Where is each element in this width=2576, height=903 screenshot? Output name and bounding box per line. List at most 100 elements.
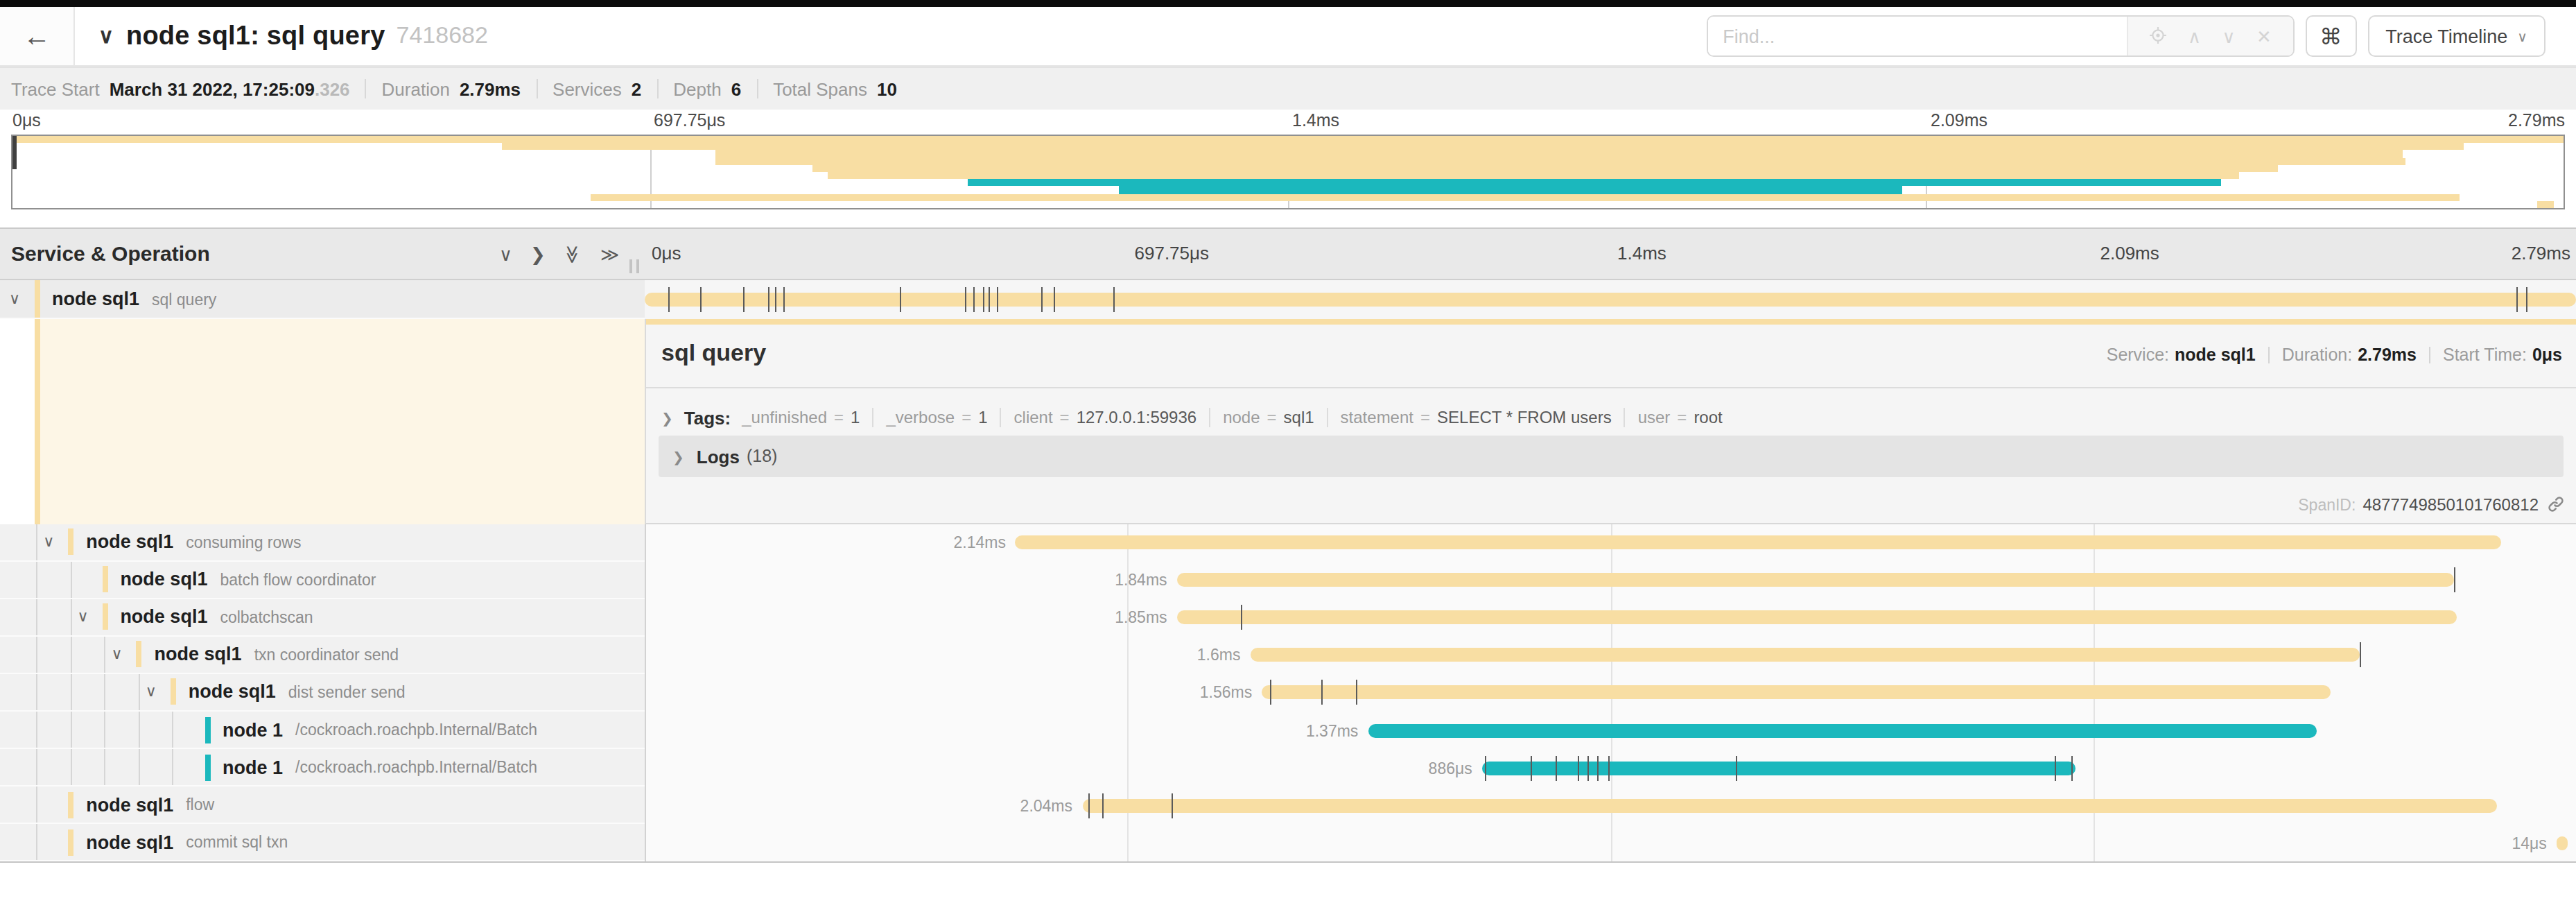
- span-bar[interactable]: [2557, 836, 2568, 850]
- span-row-left[interactable]: node 1/cockroach.roachpb.Internal/Batch: [0, 749, 645, 786]
- back-button[interactable]: ←: [0, 7, 75, 65]
- log-marker-tick[interactable]: [2516, 287, 2518, 312]
- span-row-timeline[interactable]: 886μs: [645, 749, 2576, 786]
- next-result-icon[interactable]: ∨: [2222, 27, 2236, 45]
- span-row[interactable]: node sql1flow2.04ms: [0, 786, 2576, 824]
- tags-chevron-icon[interactable]: ❯: [661, 410, 673, 425]
- log-marker-tick[interactable]: [2360, 643, 2361, 668]
- span-row[interactable]: ∨node sql1txn coordinator send1.6ms: [0, 637, 2576, 674]
- span-row[interactable]: ∨node sql1colbatchscan1.85ms: [0, 599, 2576, 636]
- span-row-left[interactable]: node 1/cockroach.roachpb.Internal/Batch: [0, 712, 645, 749]
- span-row-timeline[interactable]: 1.37ms: [645, 712, 2576, 749]
- tree-chevron-icon[interactable]: ∨: [43, 524, 54, 560]
- log-marker-tick[interactable]: [784, 287, 785, 312]
- log-marker-tick[interactable]: [1102, 793, 1104, 818]
- keyboard-shortcuts-button[interactable]: ⌘: [2305, 15, 2356, 57]
- prev-result-icon[interactable]: ∧: [2188, 27, 2201, 45]
- collapse-all-icon[interactable]: ≫: [564, 244, 582, 263]
- locate-icon[interactable]: [2149, 26, 2167, 46]
- trace-title-chevron-icon[interactable]: ∨: [98, 24, 114, 49]
- minimap-scrubber[interactable]: [12, 136, 17, 169]
- log-marker-tick[interactable]: [1531, 755, 1533, 780]
- span-row-timeline[interactable]: 1.84ms: [645, 561, 2576, 599]
- span-bar[interactable]: [1368, 723, 2317, 737]
- log-marker-tick[interactable]: [989, 287, 990, 312]
- tree-chevron-icon[interactable]: ∨: [112, 637, 123, 673]
- span-row-left[interactable]: node sql1batch flow coordinator: [0, 561, 645, 599]
- log-marker-tick[interactable]: [965, 287, 966, 312]
- splitter-grip[interactable]: [629, 259, 639, 273]
- log-marker-tick[interactable]: [1608, 755, 1610, 780]
- span-row-timeline[interactable]: 1.6ms: [645, 637, 2576, 674]
- span-row-timeline[interactable]: 1.56ms: [645, 674, 2576, 712]
- log-marker-tick[interactable]: [1485, 755, 1486, 780]
- span-row-timeline[interactable]: 14μs: [645, 825, 2576, 862]
- detail-logs-row[interactable]: ❯Logs(18): [659, 436, 2564, 477]
- span-row-left[interactable]: ∨node sql1txn coordinator send: [0, 637, 645, 674]
- span-row-left[interactable]: ∨node sql1sql query: [0, 280, 645, 319]
- log-marker-tick[interactable]: [1271, 680, 1272, 705]
- log-marker-tick[interactable]: [2072, 755, 2073, 780]
- log-marker-tick[interactable]: [1355, 680, 1357, 705]
- span-bar[interactable]: [1262, 686, 2331, 700]
- span-row-left[interactable]: ∨node sql1colbatchscan: [0, 599, 645, 636]
- log-marker-tick[interactable]: [701, 287, 702, 312]
- span-row-timeline[interactable]: [645, 280, 2576, 319]
- log-marker-tick[interactable]: [1578, 755, 1579, 780]
- span-row[interactable]: ∨node sql1dist sender send1.56ms: [0, 674, 2576, 712]
- span-row-left[interactable]: ∨node sql1consuming rows: [0, 524, 645, 561]
- span-row-timeline[interactable]: 2.04ms: [645, 786, 2576, 824]
- span-row[interactable]: node 1/cockroach.roachpb.Internal/Batch8…: [0, 749, 2576, 786]
- detail-tags-row[interactable]: ❯Tags:_unfinished=1_verbose=1client=127.…: [661, 402, 2562, 433]
- span-row-left[interactable]: node sql1flow: [0, 786, 645, 824]
- log-marker-tick[interactable]: [1587, 755, 1589, 780]
- log-marker-tick[interactable]: [1089, 793, 1090, 818]
- span-row-timeline[interactable]: 2.14ms: [645, 524, 2576, 561]
- log-marker-tick[interactable]: [1054, 287, 1056, 312]
- logs-chevron-icon[interactable]: ❯: [672, 449, 684, 464]
- tree-chevron-icon[interactable]: ∨: [9, 280, 20, 318]
- tree-chevron-icon[interactable]: ∨: [77, 599, 88, 635]
- find-input[interactable]: [1707, 17, 2126, 55]
- log-marker-tick[interactable]: [2526, 287, 2527, 312]
- log-marker-tick[interactable]: [768, 287, 769, 312]
- log-marker-tick[interactable]: [2055, 755, 2056, 780]
- trace-timeline-dropdown[interactable]: Trace Timeline∨: [2367, 15, 2545, 57]
- log-marker-tick[interactable]: [743, 287, 745, 312]
- copy-link-icon[interactable]: [2547, 495, 2565, 513]
- trace-minimap[interactable]: [11, 135, 2565, 209]
- log-marker-tick[interactable]: [668, 287, 669, 312]
- span-row-left[interactable]: node sql1commit sql txn: [0, 825, 645, 862]
- span-bar[interactable]: [1016, 535, 2500, 549]
- clear-find-icon[interactable]: ✕: [2256, 27, 2272, 45]
- expand-all-icon[interactable]: ≫: [600, 245, 619, 263]
- log-marker-tick[interactable]: [1556, 755, 1558, 780]
- span-row-timeline[interactable]: 1.85ms: [645, 599, 2576, 636]
- span-row[interactable]: ∨node sql1sql query: [0, 280, 2576, 319]
- log-marker-tick[interactable]: [996, 287, 998, 312]
- log-marker-tick[interactable]: [1242, 605, 1243, 630]
- span-bar[interactable]: [1082, 798, 2497, 812]
- log-marker-tick[interactable]: [1172, 793, 1174, 818]
- expand-one-icon[interactable]: ❯: [530, 245, 546, 263]
- log-marker-tick[interactable]: [973, 287, 975, 312]
- span-bar[interactable]: [1177, 573, 2455, 587]
- span-bar[interactable]: [1250, 648, 2360, 662]
- log-marker-tick[interactable]: [2454, 567, 2455, 592]
- span-row-left[interactable]: ∨node sql1dist sender send: [0, 674, 645, 712]
- span-row[interactable]: node sql1batch flow coordinator1.84ms: [0, 561, 2576, 599]
- log-marker-tick[interactable]: [1596, 755, 1598, 780]
- log-marker-tick[interactable]: [1041, 287, 1042, 312]
- log-marker-tick[interactable]: [900, 287, 901, 312]
- log-marker-tick[interactable]: [1321, 680, 1322, 705]
- span-row[interactable]: node 1/cockroach.roachpb.Internal/Batch1…: [0, 712, 2576, 749]
- tree-chevron-icon[interactable]: ∨: [146, 674, 157, 710]
- log-marker-tick[interactable]: [775, 287, 776, 312]
- span-row[interactable]: node sql1commit sql txn14μs: [0, 825, 2576, 862]
- span-row[interactable]: ∨node sql1consuming rows2.14ms: [0, 524, 2576, 561]
- log-marker-tick[interactable]: [1736, 755, 1737, 780]
- log-marker-tick[interactable]: [983, 287, 984, 312]
- collapse-one-icon[interactable]: ∨: [499, 245, 512, 263]
- log-marker-tick[interactable]: [1114, 287, 1115, 312]
- span-bar[interactable]: [645, 293, 2576, 307]
